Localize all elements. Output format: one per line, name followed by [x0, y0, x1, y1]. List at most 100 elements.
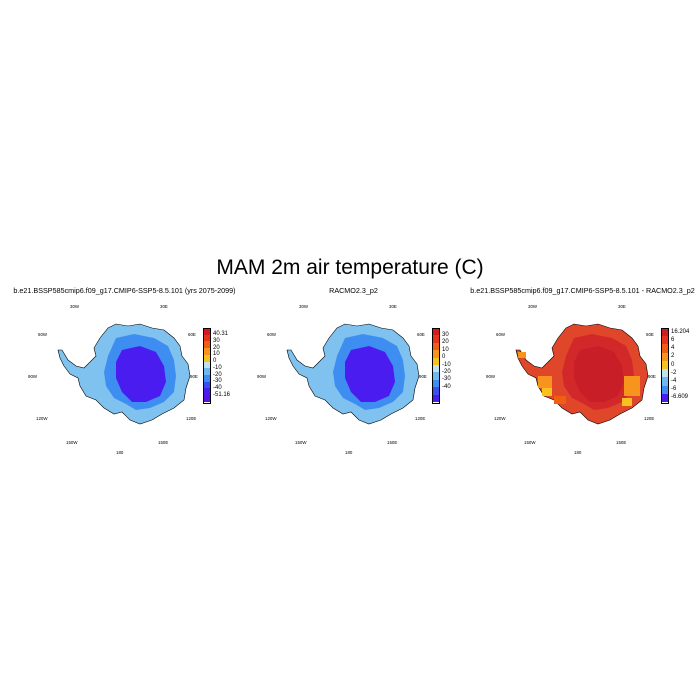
- anomaly-patch: [538, 376, 552, 388]
- colorbar-swatch: [204, 334, 210, 342]
- colorbar-tick-label: -2: [671, 369, 677, 376]
- colorbar-swatch: [662, 377, 668, 386]
- colorbar-swatch: [433, 342, 439, 351]
- colorbar-tick-label: -6.609: [671, 394, 689, 401]
- colorbar-swatch: [433, 350, 439, 358]
- longitude-label: 120W: [265, 416, 277, 421]
- colorbar-tick-label: 30: [213, 337, 220, 344]
- anomaly-patch: [622, 398, 632, 406]
- longitude-label: 120W: [494, 416, 506, 421]
- colorbar-swatch: [433, 335, 439, 343]
- plateau-field: [574, 346, 624, 402]
- longitude-label: 180: [574, 450, 582, 455]
- colorbar-tick-label: -20: [442, 368, 451, 375]
- longitude-label: 30W: [299, 304, 309, 309]
- longitude-label: 90W: [28, 374, 38, 379]
- colorbar: [433, 328, 439, 402]
- longitude-label: 150E: [387, 440, 398, 445]
- colorbar-swatch: [204, 381, 210, 389]
- longitude-label: 60E: [417, 332, 425, 337]
- longitude-label: 30E: [160, 304, 168, 309]
- antarctica-map: [515, 323, 649, 425]
- longitude-label: 150E: [616, 440, 627, 445]
- colorbar-swatch: [662, 352, 668, 361]
- colorbar-tick-label: 0: [213, 358, 217, 365]
- longitude-label: 90E: [190, 374, 198, 379]
- longitude-label: 120E: [186, 416, 197, 421]
- colorbar-swatch: [204, 388, 210, 396]
- colorbar-tick-label: 16.204: [671, 328, 690, 335]
- antarctica-map: [57, 323, 191, 425]
- colorbar-tick-label: 6: [671, 336, 675, 343]
- colorbar-swatch: [204, 361, 210, 369]
- colorbar-swatch: [433, 357, 439, 365]
- colorbar-tick-label: -20: [213, 371, 222, 378]
- panel-title: b.e21.BSSP585cmip6.f09_g17.CMIP6-SSP5-8.…: [470, 286, 695, 295]
- map-panel-racmo: RACMO2.3_p2 30W 30E 60W 60E 90W 90E 120W 120E 150…: [237, 286, 470, 456]
- colorbar-tick-label: 2: [671, 353, 675, 360]
- colorbar-tick-label: -4: [671, 377, 677, 384]
- panel-title: b.e21.BSSP585cmip6.f09_g17.CMIP6-SSP5-8.…: [13, 286, 236, 295]
- colorbar-swatch: [662, 336, 668, 345]
- plateau-field: [345, 346, 395, 402]
- colorbar-tick-label: 0: [671, 361, 675, 368]
- colorbar-swatch: [433, 394, 439, 402]
- colorbar-swatch: [204, 354, 210, 362]
- longitude-label: 90W: [486, 374, 496, 379]
- longitude-label: 150E: [158, 440, 169, 445]
- colorbar-frame: [432, 328, 441, 404]
- colorbar-swatch: [433, 364, 439, 373]
- longitude-label: 120E: [415, 416, 426, 421]
- colorbar-tick-label: 10: [442, 346, 449, 353]
- longitude-label: 60E: [188, 332, 196, 337]
- longitude-label: 180: [116, 450, 124, 455]
- colorbar-frame: [203, 328, 212, 404]
- longitude-label: 90E: [648, 374, 656, 379]
- colorbar-tick-label: -6: [671, 386, 677, 393]
- colorbar-swatch: [662, 393, 668, 402]
- colorbar-swatch: [433, 387, 439, 395]
- colorbar-tick-label: 0: [442, 354, 446, 361]
- colorbar-tick-label: 4: [671, 345, 675, 352]
- colorbar-tick-label: -40: [442, 383, 451, 390]
- colorbar-swatch: [662, 360, 668, 370]
- longitude-label: 60W: [38, 332, 48, 337]
- colorbar-swatch: [433, 372, 439, 380]
- colorbar-swatch: [662, 369, 668, 378]
- colorbar-swatch: [204, 341, 210, 349]
- longitude-label: 120E: [644, 416, 655, 421]
- longitude-label: 180: [345, 450, 353, 455]
- longitude-label: 90W: [257, 374, 267, 379]
- colorbar-tick-label: -10: [213, 364, 222, 371]
- plateau-field: [116, 346, 166, 402]
- anomaly-patch: [554, 396, 566, 404]
- colorbar-swatch: [204, 348, 210, 355]
- longitude-label: 30E: [389, 304, 397, 309]
- longitude-label: 30E: [618, 304, 626, 309]
- colorbar-tick-label: 10: [213, 351, 220, 358]
- colorbar-tick-label: -10: [442, 361, 451, 368]
- longitude-label: 150W: [524, 440, 536, 445]
- map-panel-ssp585: b.e21.BSSP585cmip6.f09_g17.CMIP6-SSP5-8.…: [8, 286, 241, 456]
- longitude-label: 60W: [267, 332, 277, 337]
- colorbar-tick-label: -51.16: [213, 391, 231, 398]
- colorbar-swatch: [433, 379, 439, 388]
- colorbar-tick-label: 30: [442, 331, 449, 338]
- map-panel-difference: b.e21.BSSP585cmip6.f09_g17.CMIP6-SSP5-8.…: [466, 286, 699, 456]
- colorbar-swatch: [662, 328, 668, 337]
- longitude-label: 120W: [36, 416, 48, 421]
- colorbar-swatch: [433, 328, 439, 336]
- colorbar-tick-label: 20: [442, 339, 449, 346]
- colorbar: [204, 328, 210, 402]
- colorbar-tick-label: -30: [213, 378, 222, 385]
- anomaly-patch: [518, 352, 526, 358]
- colorbar-tick-label: -40: [213, 385, 222, 392]
- panel-title: RACMO2.3_p2: [329, 286, 378, 295]
- antarctica-map: [286, 323, 420, 425]
- colorbar-tick-label: -30: [442, 376, 451, 383]
- anomaly-patch: [624, 376, 640, 396]
- longitude-label: 30W: [70, 304, 80, 309]
- colorbar-tick-label: 20: [213, 344, 220, 351]
- colorbar-swatch: [204, 375, 210, 382]
- anomaly-patch: [542, 388, 552, 396]
